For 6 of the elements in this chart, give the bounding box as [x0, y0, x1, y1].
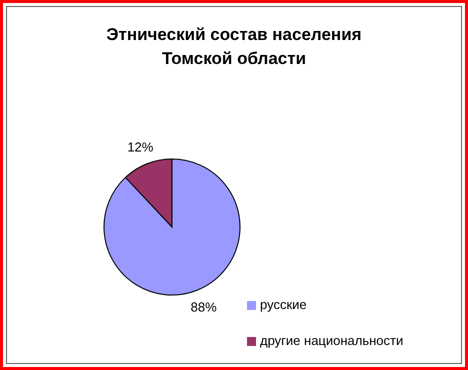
chart-title: Этнический состав населения Томской области: [105, 24, 363, 70]
legend-label: другие национальности: [260, 333, 404, 348]
data-label: 88%: [190, 299, 218, 314]
pie-slice: [104, 158, 240, 296]
data-label: 12%: [127, 140, 154, 155]
legend-label: русские: [260, 297, 307, 312]
